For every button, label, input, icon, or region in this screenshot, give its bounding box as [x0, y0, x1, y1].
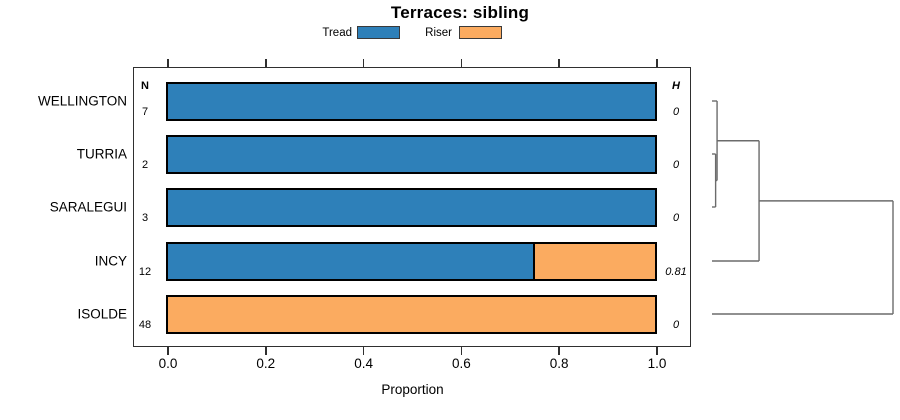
category-label-turria: TURRIA — [76, 146, 127, 162]
bar-segment-tread — [166, 241, 535, 281]
n-value: 48 — [138, 319, 152, 331]
x-tick-label: 0.0 — [158, 356, 178, 371]
h-value: 0.81 — [665, 266, 687, 278]
x-axis-tick-bottom — [460, 347, 463, 355]
x-tick-label: 1.0 — [647, 356, 667, 371]
legend-swatch-riser — [459, 26, 502, 39]
x-tick-label: 0.6 — [452, 356, 471, 371]
x-axis-tick-bottom — [558, 347, 560, 355]
category-label-saralegui: SARALEGUI — [49, 199, 127, 215]
x-axis-tick-bottom — [167, 347, 169, 355]
category-label-wellington: WELLINGTON — [37, 93, 127, 109]
legend-label-riser: Riser — [425, 27, 452, 39]
chart-title: Terraces: sibling — [390, 3, 530, 22]
category-label-isolde: ISOLDE — [77, 306, 127, 322]
x-axis-tick-top — [656, 59, 658, 67]
x-tick-label: 0.4 — [354, 356, 373, 371]
x-axis-tick-bottom — [362, 347, 365, 355]
h-column-header: H — [672, 80, 680, 92]
bar-segment-tread — [166, 81, 657, 121]
x-axis-tick-top — [460, 59, 463, 67]
n-value: 7 — [141, 106, 149, 118]
n-value: 3 — [141, 212, 149, 224]
bar-segment-riser — [166, 294, 657, 334]
x-axis-title: Proportion — [381, 382, 444, 397]
h-value: 0 — [672, 106, 680, 118]
x-axis-tick-top — [265, 59, 267, 67]
bar-segment-tread — [166, 134, 657, 174]
x-tick-label: 0.8 — [549, 356, 569, 371]
n-value: 12 — [138, 266, 152, 278]
h-value: 0 — [672, 159, 680, 171]
n-value: 2 — [141, 159, 149, 171]
x-axis-tick-top — [167, 59, 169, 67]
h-value: 0 — [672, 212, 680, 224]
x-axis-tick-top — [362, 59, 365, 67]
legend-swatch-tread — [357, 26, 400, 39]
bar-segment-riser — [532, 241, 657, 281]
x-axis-tick-bottom — [656, 347, 658, 355]
x-tick-label: 0.2 — [256, 356, 276, 371]
x-axis-tick-bottom — [265, 347, 267, 355]
bar-segment-tread — [166, 187, 657, 227]
legend-label-tread: Tread — [322, 27, 352, 39]
category-label-incy: INCY — [94, 253, 127, 269]
x-axis-tick-top — [558, 59, 560, 67]
h-value: 0 — [672, 319, 680, 331]
n-column-header: N — [141, 80, 149, 92]
